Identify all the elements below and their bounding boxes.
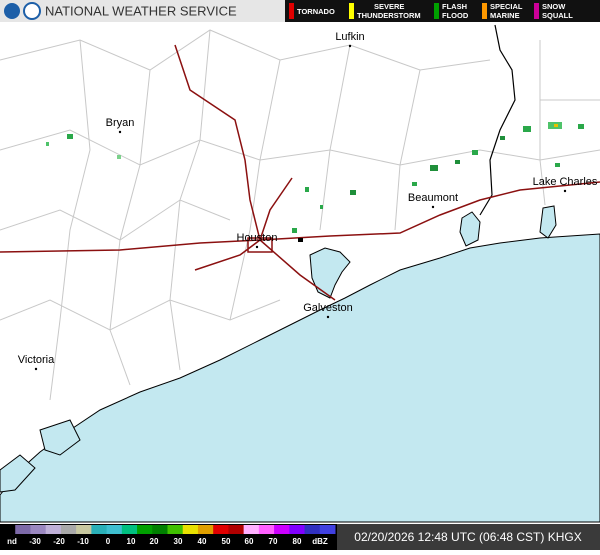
scale-label: 50 (222, 537, 231, 546)
scale-swatch (243, 525, 260, 534)
warning-items: TORNADO SEVERE THUNDERSTORM FLASH FLOOD SPECI… (289, 2, 573, 20)
scale-swatch (76, 525, 92, 534)
warning-label: TORNADO (297, 7, 335, 16)
scale-label: -10 (77, 537, 89, 546)
city-dot (34, 367, 38, 371)
warnings-legend (285, 0, 600, 22)
scale-swatch (60, 525, 77, 534)
scale-label: 80 (293, 537, 302, 546)
city-label: Victoria (18, 354, 55, 366)
gulf (0, 233, 600, 523)
city-label: Lake Charles (533, 176, 598, 188)
city-dot (255, 245, 259, 249)
scale-swatch (197, 525, 214, 534)
scale-swatch (182, 525, 199, 534)
city-dot (118, 130, 122, 134)
scale-swatch (106, 525, 123, 534)
nws-logo (23, 2, 41, 20)
scale-swatch (0, 525, 16, 534)
city-label: Bryan (106, 117, 135, 129)
scale-swatch (228, 525, 245, 534)
city-dot (326, 315, 330, 319)
scale-label: 60 (245, 537, 254, 546)
city-dot (563, 189, 567, 193)
scale-label: 30 (174, 537, 183, 546)
state-border (479, 24, 516, 216)
scale-swatch (213, 525, 229, 534)
warning-label: SNOW SQUALL (542, 2, 573, 20)
city-label: Galveston (303, 302, 353, 314)
timestamp-box (337, 524, 600, 550)
scale-label: 70 (269, 537, 278, 546)
scale-label: 40 (198, 537, 207, 546)
county-lines (0, 29, 600, 401)
city-dot (431, 205, 435, 209)
city-dot (348, 44, 352, 48)
warning-swatch (349, 3, 354, 19)
scale-swatch (121, 525, 138, 534)
calcasieu-lake (539, 205, 557, 239)
scale-swatch (45, 525, 62, 534)
scale-swatch (167, 525, 184, 534)
city-label: Beaumont (408, 192, 458, 204)
scale-label: -20 (53, 537, 65, 546)
scale-swatch (137, 525, 153, 534)
bays (0, 419, 81, 493)
warning-swatch (482, 3, 487, 19)
scale-swatch (319, 525, 336, 534)
warning-label: FLASH FLOOD (442, 2, 469, 20)
header-title: NATIONAL WEATHER SERVICE (45, 3, 237, 18)
radar-echoes (46, 122, 584, 242)
warning-label: SPECIAL MARINE (490, 2, 523, 20)
warning-swatch (534, 3, 539, 19)
color-scale: nd -30 -20 -10 0 10 20 30 40 50 60 70 80 dBZ (0, 525, 336, 546)
city-label: Houston (237, 232, 278, 244)
scale-label: 0 (106, 537, 111, 546)
sabine-lake (459, 211, 481, 247)
city-labels: Lufkin Bryan Beaumont Lake Charles Houston Ga… (18, 31, 598, 371)
scale-swatch (289, 525, 306, 534)
scale-swatch (258, 525, 275, 534)
scale-label: dBZ (312, 537, 328, 546)
noaa-logo (4, 3, 20, 19)
warning-label: SEVERE THUNDERSTORM (357, 2, 421, 20)
scale-swatch (152, 525, 168, 534)
city-label: Lufkin (335, 31, 364, 43)
scale-label: 10 (127, 537, 136, 546)
scale-label: nd (7, 537, 17, 546)
scale-swatch (304, 525, 321, 534)
scale-swatch (91, 525, 108, 534)
scale-label: -30 (29, 537, 41, 546)
warning-swatch (434, 3, 439, 19)
scale-label: 20 (150, 537, 159, 546)
scale-swatch (30, 525, 47, 534)
scale-swatch (274, 525, 290, 534)
highways (0, 44, 600, 301)
scale-swatch (15, 525, 31, 534)
timestamp: 02/20/2026 12:48 UTC (06:48 CST) KHGX (354, 530, 581, 544)
warning-swatch (289, 3, 294, 19)
